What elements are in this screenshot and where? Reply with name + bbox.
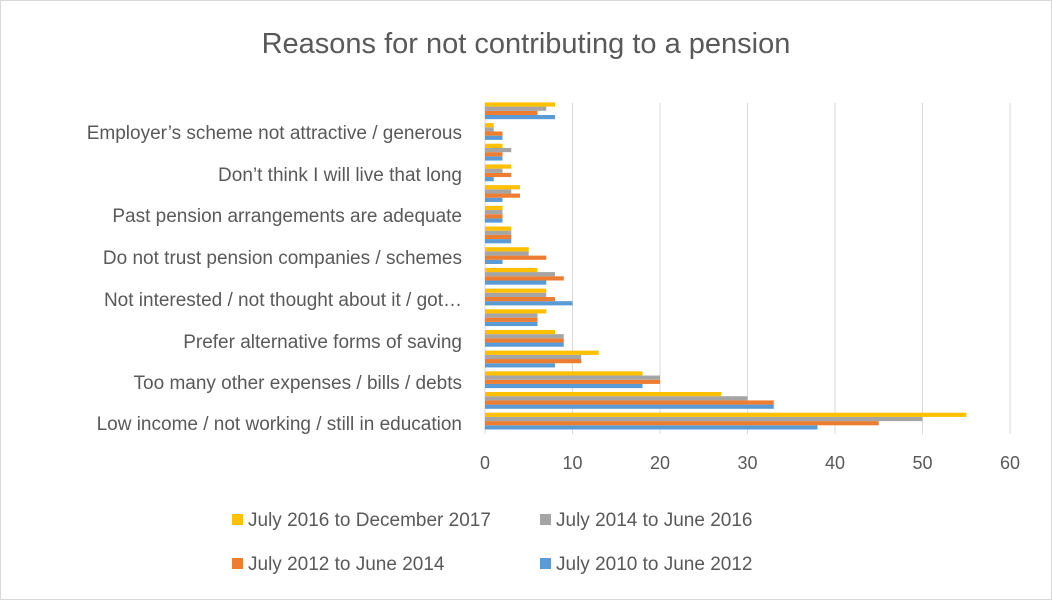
bar: [485, 110, 538, 115]
bar: [485, 267, 538, 273]
bar: [485, 143, 503, 148]
bars: [485, 102, 967, 430]
bar: [485, 251, 529, 256]
x-tick-label: 0: [480, 453, 490, 473]
category-label: Low income / not working / still in educ…: [97, 414, 462, 435]
bar: [485, 296, 555, 302]
bar: [485, 338, 564, 343]
bar: [485, 255, 547, 260]
bar: [485, 131, 503, 136]
x-tick-label: 60: [1000, 453, 1020, 473]
x-tick-label: 30: [737, 453, 757, 473]
bar: [485, 396, 748, 401]
bar: [485, 354, 582, 360]
x-axis-ticks: 0 10 20 30 40 50 60: [480, 453, 1020, 473]
bar: [485, 177, 494, 182]
bar: [485, 230, 512, 235]
bar: [485, 102, 555, 107]
bar: [485, 421, 879, 426]
bar: [485, 205, 503, 211]
chart-title: Reasons for not contributing to a pensio…: [261, 28, 791, 60]
bar: [485, 210, 503, 215]
bar: [485, 193, 520, 198]
x-tick-label: 20: [650, 453, 670, 473]
bar: [485, 392, 722, 397]
bar: [485, 247, 529, 252]
bar: [485, 152, 503, 157]
bar: [485, 375, 660, 380]
legend-label: July 2014 to June 2016: [556, 510, 753, 531]
bar: [485, 329, 555, 335]
legend-swatch: [540, 558, 551, 569]
category-label: Past pension arrangements are adequate: [112, 206, 462, 227]
bar: [485, 185, 520, 190]
category-labels: Low income / not working / still in educ…: [87, 123, 462, 435]
bar: [485, 371, 643, 376]
bar: [485, 135, 503, 140]
category-label: Do not trust pension companies / schemes: [103, 248, 462, 269]
legend-label: July 2010 to June 2012: [556, 554, 753, 575]
bar: [485, 168, 503, 173]
bar: [485, 106, 547, 111]
bar: [485, 114, 555, 120]
bar: [485, 189, 512, 194]
category-label: Employer’s scheme not attractive / gener…: [87, 123, 462, 144]
bar: [485, 404, 774, 409]
legend-swatch: [232, 558, 243, 569]
bar: [485, 400, 774, 405]
bar: [485, 259, 503, 264]
bar: [485, 234, 512, 240]
bar: [485, 425, 818, 430]
bar: [485, 313, 538, 318]
bar: [485, 218, 503, 223]
category-label: Not interested / not thought about it / …: [104, 290, 462, 311]
legend-swatch: [232, 514, 243, 525]
bar: [485, 164, 512, 169]
bar: [485, 272, 555, 277]
bar: [485, 156, 503, 161]
bar: [485, 416, 923, 422]
x-tick-label: 50: [912, 453, 932, 473]
x-tick-label: 10: [562, 453, 582, 473]
bar: [485, 226, 512, 231]
bar: [485, 383, 643, 389]
legend: July 2016 to December 2017 July 2014 to J…: [232, 510, 753, 575]
category-label: Prefer alternative forms of saving: [183, 332, 462, 353]
bar: [485, 334, 564, 339]
bar: [485, 197, 503, 202]
legend-label: July 2016 to December 2017: [248, 510, 491, 531]
category-label: Too many other expenses / bills / debts: [134, 373, 462, 394]
bar: [485, 379, 660, 384]
x-tick-label: 40: [825, 453, 845, 473]
legend-label: July 2012 to June 2014: [248, 554, 445, 575]
bar: [485, 363, 555, 368]
bar: [485, 412, 967, 417]
bar: [485, 292, 547, 297]
bar: [485, 317, 538, 322]
bar: [485, 214, 503, 219]
bar: [485, 172, 512, 178]
bar: [485, 147, 512, 153]
bar: [485, 280, 547, 285]
bar: [485, 239, 512, 244]
bar: [485, 309, 547, 314]
bar: [485, 350, 599, 355]
bar: [485, 123, 494, 128]
legend-swatch: [540, 514, 551, 525]
bar: [485, 276, 564, 281]
bar: [485, 301, 573, 306]
category-label: Don’t think I will live that long: [218, 165, 462, 186]
bar: [485, 342, 564, 347]
bar: [485, 359, 582, 364]
bar: [485, 127, 494, 132]
bar: [485, 321, 538, 327]
bar: [485, 288, 547, 293]
